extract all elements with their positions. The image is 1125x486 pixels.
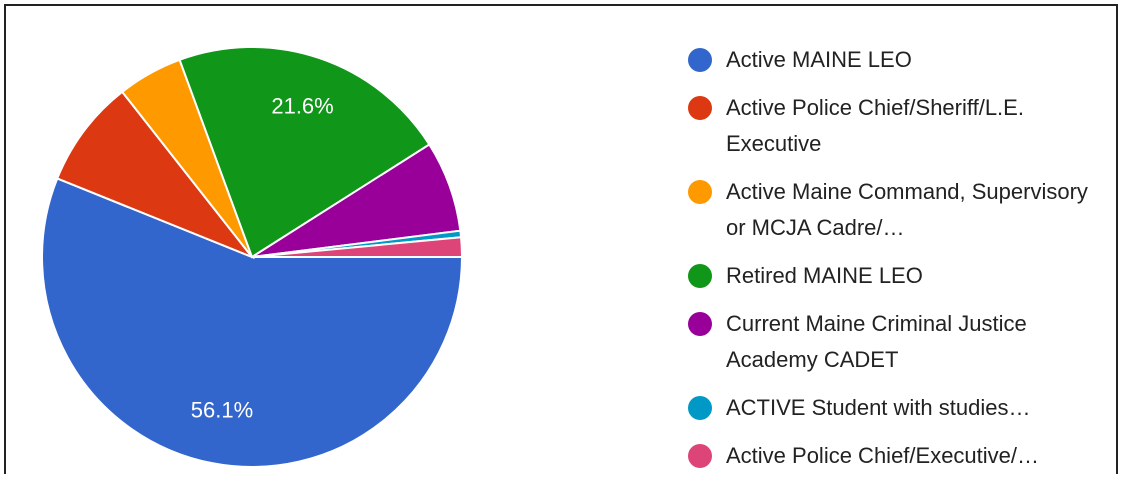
legend-swatch	[688, 312, 712, 336]
legend-label: Active Police Chief/Sheriff/L.E. Executi…	[726, 95, 1024, 156]
legend-label: Active MAINE LEO	[726, 47, 912, 72]
frame	[4, 4, 1118, 474]
legend-swatch	[688, 396, 712, 420]
page: 56.1% 21.6% Active MAINE LEO Active Police…	[4, 4, 1118, 474]
pie-slice	[178, 46, 431, 259]
legend-label: Retired MAINE LEO	[726, 263, 923, 288]
pie-slice	[41, 177, 464, 468]
legend-item: ACTIVE Student with studies…	[688, 390, 1118, 426]
legend-label: Active Police Chief/Executive/…	[726, 443, 1040, 468]
legend-swatch	[688, 180, 712, 204]
legend-item: Current Maine Criminal Justice Academy C…	[688, 306, 1118, 378]
legend-item: Active Police Chief/Executive/…	[688, 438, 1118, 474]
slice-label: 56.1%	[191, 397, 253, 422]
legend-label: ACTIVE Student with studies…	[726, 395, 1031, 420]
legend-item: Active Police Chief/Sheriff/L.E. Executi…	[688, 90, 1118, 162]
legend-item: Retired MAINE LEO	[688, 258, 1118, 294]
legend-item: Active MAINE LEO	[688, 42, 1118, 78]
pie-slice	[55, 90, 256, 260]
chart: 56.1% 21.6%	[41, 46, 464, 468]
legend-swatch	[688, 444, 712, 468]
legend-label: Current Maine Criminal Justice Academy C…	[726, 311, 1027, 372]
legend-swatch	[688, 96, 712, 120]
legend: Active MAINE LEO Active Police Chief/Sher…	[688, 42, 1118, 486]
legend-label: Active Maine Command, Supervisory or MCJ…	[726, 179, 1088, 240]
slice-label: 21.6%	[271, 94, 333, 119]
legend-swatch	[688, 264, 712, 288]
legend-swatch	[688, 48, 712, 72]
pie-slice	[251, 236, 464, 258]
legend-item: Active Maine Command, Supervisory or MCJ…	[688, 174, 1118, 246]
